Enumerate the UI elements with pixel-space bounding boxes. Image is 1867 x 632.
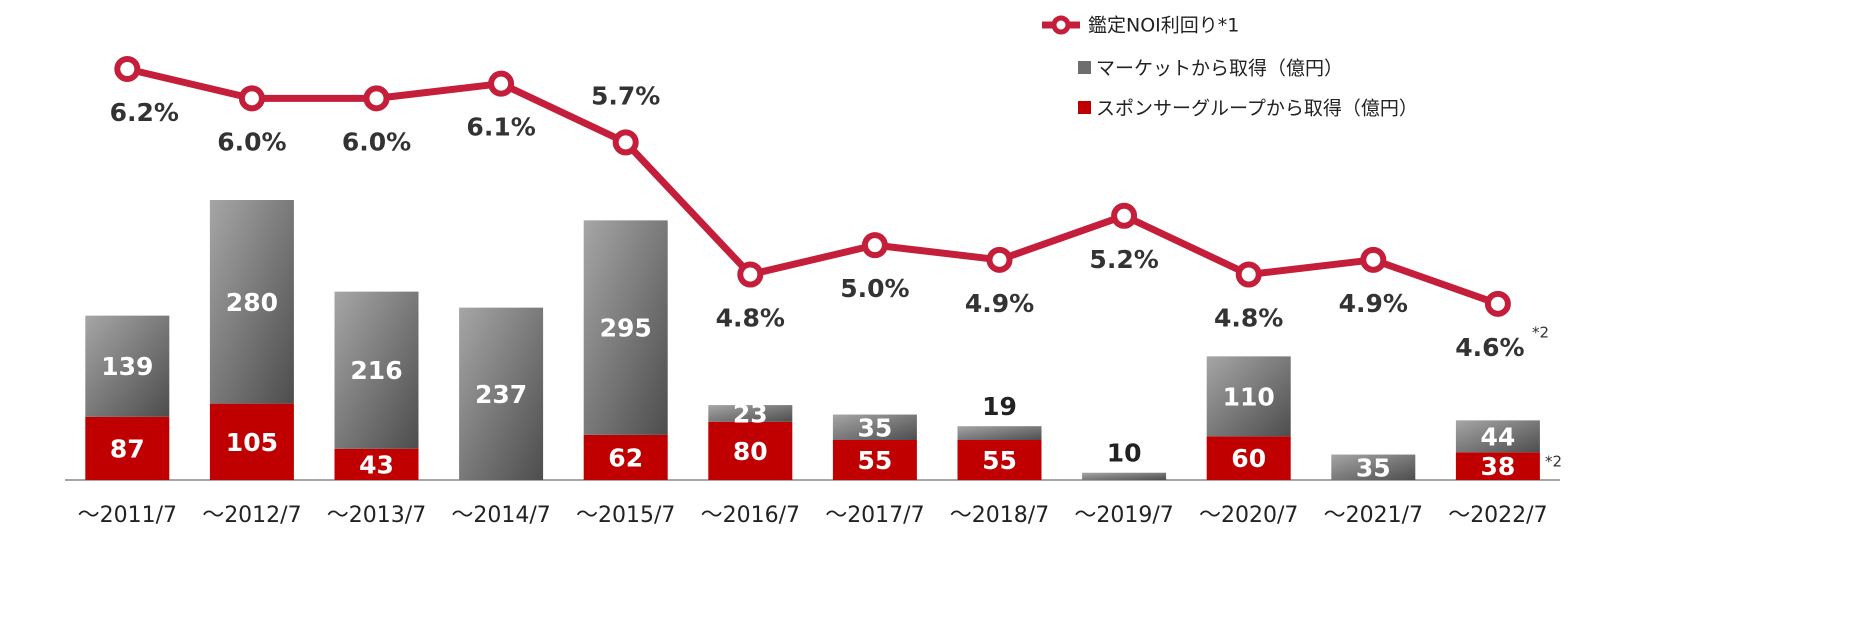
value-label: 55 xyxy=(858,446,893,475)
x-tick-label: ～2012/7 xyxy=(202,503,301,528)
line-point xyxy=(114,55,141,82)
bar xyxy=(957,440,1042,480)
value-label: 4.8% xyxy=(716,303,785,332)
value-label: 60 xyxy=(1231,444,1266,473)
line-point xyxy=(986,246,1013,273)
value-label: 5.0% xyxy=(840,274,909,303)
value-label: 216 xyxy=(350,356,402,385)
value-label: 6.2% xyxy=(110,98,179,127)
value-label: 44 xyxy=(1481,422,1516,451)
bar xyxy=(1455,420,1540,453)
bar xyxy=(583,220,668,435)
value-label: 87 xyxy=(110,434,145,463)
legend-label: 鑑定NOI利回り*1 xyxy=(1088,15,1239,37)
line-point xyxy=(1111,202,1138,229)
annotation: *2 xyxy=(1545,453,1562,471)
x-tick-label: ～2022/7 xyxy=(1448,503,1547,528)
x-tick-label: ～2016/7 xyxy=(701,503,800,528)
line-point xyxy=(612,129,639,156)
bar xyxy=(85,315,170,417)
line xyxy=(126,65,1500,308)
bar xyxy=(334,448,419,480)
bar xyxy=(209,403,294,480)
x-tick-label: ～2019/7 xyxy=(1074,503,1173,528)
x-tick-label: ～2020/7 xyxy=(1199,503,1298,528)
value-label: 110 xyxy=(1223,382,1275,411)
line-point xyxy=(238,85,265,112)
value-label: 6.0% xyxy=(342,127,411,156)
value-label: 280 xyxy=(226,288,278,317)
value-label: 139 xyxy=(101,352,153,381)
x-tick-label: ～2011/7 xyxy=(78,503,177,528)
value-label: 5.2% xyxy=(1089,245,1158,274)
bar xyxy=(1331,454,1416,480)
legend-label: スポンサーグループから取得（億円） xyxy=(1096,98,1418,120)
value-label: 80 xyxy=(733,437,768,466)
value-label: 237 xyxy=(475,380,527,409)
value-label: 35 xyxy=(858,413,893,442)
legend-swatch xyxy=(1078,61,1091,74)
value-label: 4.8% xyxy=(1214,303,1283,332)
line-point xyxy=(1235,261,1262,288)
bar xyxy=(1082,472,1167,480)
value-label: 10 xyxy=(1107,439,1142,468)
value-label: 5.7% xyxy=(591,81,660,110)
bar xyxy=(1206,356,1291,437)
value-label: 43 xyxy=(359,450,394,479)
annotation: *2 xyxy=(1532,324,1549,342)
line-point xyxy=(737,261,764,288)
x-tick-label: ～2013/7 xyxy=(327,503,426,528)
bar xyxy=(708,405,793,422)
value-label: 4.6% xyxy=(1455,333,1524,362)
value-label: 105 xyxy=(226,428,278,457)
value-label: 35 xyxy=(1356,453,1391,482)
value-label: 6.0% xyxy=(217,127,286,156)
line-point xyxy=(1484,290,1511,317)
bar xyxy=(832,414,917,440)
bar xyxy=(708,421,793,480)
value-label: 38 xyxy=(1481,452,1516,481)
bar xyxy=(459,307,544,480)
x-tick-label: ～2014/7 xyxy=(451,503,550,528)
bar xyxy=(583,434,668,480)
bar xyxy=(85,416,170,480)
x-tick-label: ～2021/7 xyxy=(1324,503,1423,528)
value-label: 23 xyxy=(733,399,768,428)
value-label: 295 xyxy=(600,314,652,343)
bar xyxy=(1455,452,1540,480)
line-point xyxy=(488,70,515,97)
value-label: 4.9% xyxy=(1339,289,1408,318)
line-point xyxy=(363,85,390,112)
value-label: 62 xyxy=(608,443,643,472)
bar xyxy=(334,291,419,449)
legend-swatch xyxy=(1078,101,1091,114)
x-tick-label: ～2017/7 xyxy=(825,503,924,528)
x-tick-label: ～2018/7 xyxy=(950,503,1049,528)
value-label: 6.1% xyxy=(466,113,535,142)
bar xyxy=(832,440,917,480)
line-point xyxy=(1360,246,1387,273)
legend-label: マーケットから取得（億円） xyxy=(1096,58,1343,80)
bar xyxy=(209,200,294,404)
value-label: 19 xyxy=(982,392,1017,421)
line-point xyxy=(861,232,888,259)
bar xyxy=(1206,436,1291,480)
value-label: 4.9% xyxy=(965,289,1034,318)
value-label: 55 xyxy=(982,446,1017,475)
legend-marker xyxy=(1051,15,1071,35)
bar xyxy=(957,426,1042,440)
x-tick-label: ～2015/7 xyxy=(576,503,675,528)
